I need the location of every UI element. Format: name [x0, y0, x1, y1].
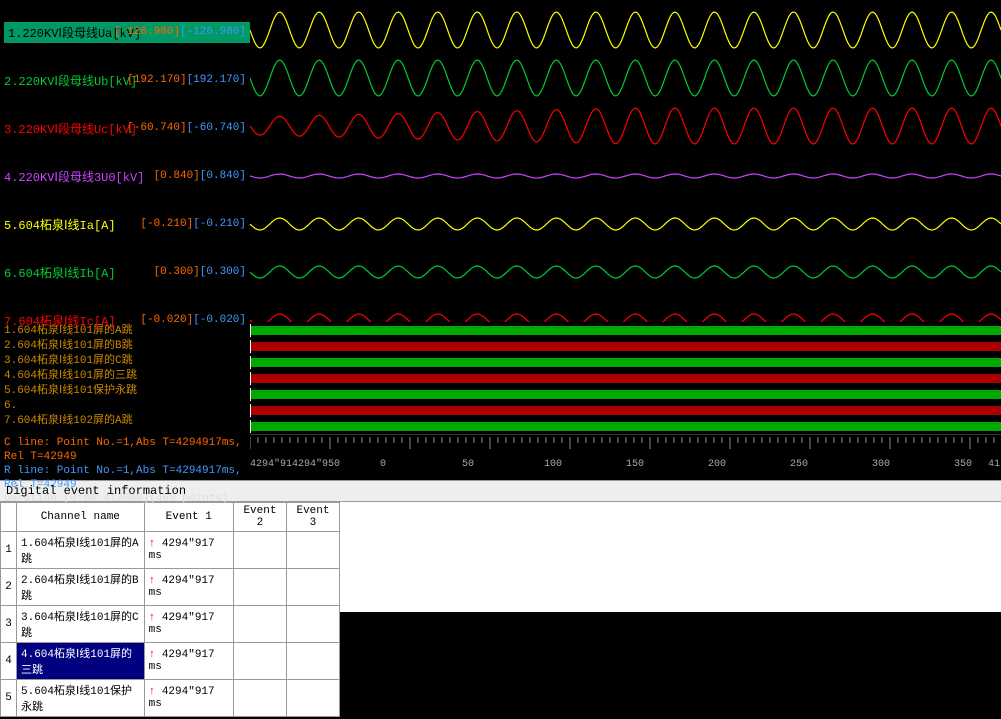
waveform-trace	[250, 60, 1001, 96]
arrow-up-icon: ↑	[149, 538, 156, 550]
analog-channel-row[interactable]: 1.220KVⅠ段母线Ua[kV][-126.980][-126.980]	[0, 8, 250, 56]
analog-channel-row[interactable]: 4.220KVⅠ段母线3U0[kV][0.840][0.840]	[0, 152, 250, 200]
channel-values: [0.300][0.300]	[154, 266, 246, 278]
table-header[interactable]: Channel name	[17, 503, 145, 532]
event-table-container: Channel nameEvent 1Event 2Event 311.604柘…	[0, 502, 1001, 612]
arrow-up-icon: ↑	[149, 649, 156, 661]
arrow-up-icon: ↑	[149, 612, 156, 624]
ruler-tick-label: 350	[954, 459, 972, 470]
digital-bar	[250, 374, 1001, 387]
ruler-tick-label: 0	[380, 459, 386, 470]
digital-bar	[250, 390, 1001, 403]
ruler-tick-label: 150	[626, 459, 644, 470]
waveform-trace	[250, 12, 1001, 48]
ruler-tick-label: 250	[790, 459, 808, 470]
table-row[interactable]: 11.604柘泉Ⅰ线101屏的A跳↑ 4294"917 ms	[1, 532, 340, 569]
waveform-trace	[250, 108, 1001, 144]
cursor-info: C line: Point No.=1,Abs T=4294917ms, Rel…	[0, 434, 250, 480]
c-line-info: C line: Point No.=1,Abs T=4294917ms, Rel…	[4, 436, 246, 464]
channel-values: [-60.740][-60.740]	[127, 122, 246, 134]
analog-channel-row[interactable]: 6.604柘泉Ⅰ线Ib[A][0.300][0.300]	[0, 248, 250, 296]
ruler-tick-label: 300	[872, 459, 890, 470]
ruler-tick-label: 294"950	[298, 459, 340, 470]
waveform-display[interactable]	[250, 0, 1001, 322]
table-row[interactable]: 44.604柘泉Ⅰ线101屏的三跳↑ 4294"917 ms	[1, 643, 340, 680]
ruler-tick-label: 200	[708, 459, 726, 470]
analog-channel-row[interactable]: 5.604柘泉Ⅰ线Ia[A][-0.210][-0.210]	[0, 200, 250, 248]
digital-bar	[250, 406, 1001, 419]
waveform-trace	[250, 218, 1001, 230]
table-header[interactable]: Event 3	[286, 503, 339, 532]
digital-bar	[250, 358, 1001, 371]
table-header[interactable]: Event 1	[144, 503, 233, 532]
table-row[interactable]: 22.604柘泉Ⅰ线101屏的B跳↑ 4294"917 ms	[1, 569, 340, 606]
waveform-trace	[250, 174, 1001, 178]
digital-channel-label[interactable]: 6.	[4, 399, 246, 414]
waveform-trace	[250, 266, 1001, 278]
ruler-tick-label: 50	[462, 459, 474, 470]
digital-bars-display[interactable]	[250, 322, 1001, 434]
event-table[interactable]: Channel nameEvent 1Event 2Event 311.604柘…	[0, 502, 340, 717]
arrow-up-icon: ↑	[149, 686, 156, 698]
channel-values: [0.840][0.840]	[154, 170, 246, 182]
arrow-up-icon: ↑	[149, 575, 156, 587]
table-header[interactable]	[1, 503, 17, 532]
digital-bar	[250, 326, 1001, 339]
analog-channel-row[interactable]: 3.220KVⅠ段母线Uc[kV][-60.740][-60.740]	[0, 104, 250, 152]
digital-channel-label[interactable]: 4.604柘泉Ⅰ线101屏的三跳	[4, 369, 246, 384]
table-row[interactable]: 55.604柘泉Ⅰ线101保护永跳↑ 4294"917 ms	[1, 680, 340, 717]
digital-channel-label[interactable]: 5.604柘泉Ⅰ线101保护永跳	[4, 384, 246, 399]
analog-channel-row[interactable]: 7.604柘泉Ⅰ线Ic[A][-0.020][-0.020]	[0, 296, 250, 344]
table-header[interactable]: Event 2	[233, 503, 286, 532]
ruler-tick-label: 4294"914	[250, 459, 298, 470]
digital-bar	[250, 342, 1001, 355]
channel-values: [192.170][192.170]	[127, 74, 246, 86]
analog-channel-list: 1.220KVⅠ段母线Ua[kV][-126.980][-126.980]2.2…	[0, 0, 250, 322]
channel-values: [-0.210][-0.210]	[140, 218, 246, 230]
ruler-tick-label: 100	[544, 459, 562, 470]
waveform-trace	[250, 314, 1001, 322]
channel-values: [-0.020][-0.020]	[140, 314, 246, 326]
time-ruler[interactable]: 4294"914294"950 0 50 100 150 200 250 300 350 41	[250, 434, 1001, 480]
table-row[interactable]: 33.604柘泉Ⅰ线101屏的C跳↑ 4294"917 ms	[1, 606, 340, 643]
channel-values: [-126.980][-126.980]	[114, 26, 246, 38]
analog-channel-row[interactable]: 2.220KVⅠ段母线Ub[kV][192.170][192.170]	[0, 56, 250, 104]
ruler-tick-label: 41	[988, 459, 1000, 470]
digital-channel-label[interactable]: 7.604柘泉Ⅰ线102屏的A跳	[4, 414, 246, 429]
digital-channel-label[interactable]: 3.604柘泉Ⅰ线101屏的C跳	[4, 354, 246, 369]
